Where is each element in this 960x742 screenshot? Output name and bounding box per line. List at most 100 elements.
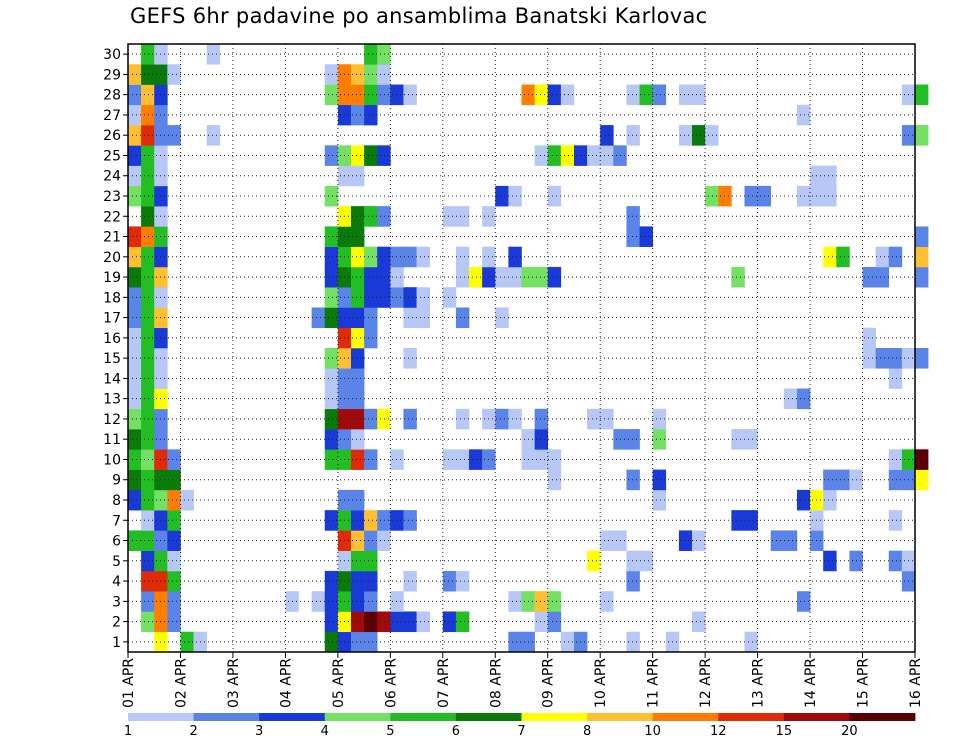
heatmap-cell: [678, 84, 693, 106]
heatmap-cell: [403, 570, 417, 592]
heatmap-cell: [350, 226, 365, 247]
heatmap-cell: [364, 307, 378, 329]
heatmap-cell: [364, 44, 378, 65]
heatmap-cell: [534, 84, 549, 106]
heatmap-cell: [364, 570, 378, 592]
heatmap-cell: [141, 611, 155, 633]
heatmap-cell: [128, 449, 142, 470]
heatmap-cell: [888, 469, 903, 491]
y-tick-label: 30: [103, 47, 121, 63]
heatmap-cell: [888, 449, 903, 470]
heatmap-cell: [547, 84, 562, 106]
heatmap-cell: [862, 327, 876, 349]
heatmap-cell: [534, 266, 549, 288]
heatmap-cell: [377, 510, 391, 531]
y-tick-label: 22: [103, 209, 121, 225]
heatmap-cell: [311, 591, 326, 612]
heatmap-cell: [141, 84, 155, 106]
heatmap-cell: [377, 287, 391, 308]
heatmap-cell: [377, 408, 391, 430]
heatmap-cell: [141, 44, 155, 65]
y-tick-label: 5: [112, 554, 121, 570]
heatmap-cell: [534, 408, 549, 430]
heatmap-cell: [311, 307, 326, 329]
heatmap-cell: [600, 591, 614, 612]
y-tick-label: 11: [103, 432, 121, 448]
heatmap-cell: [442, 611, 457, 633]
heatmap-cell: [141, 185, 155, 207]
heatmap-cell: [377, 611, 391, 633]
heatmap-cell: [180, 489, 194, 511]
heatmap-cell: [626, 469, 640, 491]
heatmap-cell: [350, 368, 365, 389]
colorbar: 1 2 3 4 5 6 7 8 10 12 15 20: [124, 713, 916, 739]
x-tick-label: 01 APR: [121, 658, 137, 708]
y-tick-label: 18: [103, 290, 121, 306]
heatmap-cell: [508, 631, 522, 653]
heatmap-cell: [350, 348, 365, 369]
heatmap-cell: [796, 388, 811, 410]
heatmap-cell: [141, 348, 155, 369]
heatmap-cell: [652, 84, 667, 106]
heatmap-cell: [128, 429, 142, 450]
x-tick-label: 04 APR: [278, 658, 294, 708]
heatmap-cell: [324, 570, 339, 592]
heatmap-cell: [534, 591, 549, 612]
heatmap-cell: [823, 165, 837, 187]
x-tick-label: 12 APR: [698, 658, 714, 708]
heatmap-cell: [324, 449, 339, 470]
heatmap-cell: [350, 591, 365, 612]
heatmap-cell: [350, 550, 365, 572]
heatmap-cell: [692, 530, 706, 551]
heatmap-cell: [364, 266, 378, 288]
heatmap-cell: [350, 510, 365, 531]
y-tick-label: 15: [103, 351, 121, 367]
x-tick-label: 05 APR: [331, 658, 347, 708]
heatmap-cell: [350, 145, 365, 166]
heatmap-cell: [364, 550, 378, 572]
colorbar-segment: [849, 713, 916, 721]
heatmap-cell: [560, 84, 575, 106]
heatmap-cell: [141, 510, 155, 531]
heatmap-cell: [350, 429, 365, 450]
x-tick-label: 13 APR: [751, 658, 767, 708]
heatmap-cell: [377, 530, 391, 551]
heatmap-cell: [350, 104, 365, 126]
y-tick-label: 1: [112, 635, 121, 651]
colorbar-segment: [652, 713, 719, 721]
heatmap-cell: [442, 206, 457, 227]
heatmap-cell: [915, 84, 929, 106]
heatmap-cell: [888, 246, 903, 268]
heatmap-cell: [128, 226, 142, 247]
heatmap-cell: [692, 84, 706, 106]
heatmap-cell: [915, 449, 929, 470]
colorbar-label: 8: [583, 724, 591, 739]
y-tick-label: 25: [103, 148, 121, 164]
heatmap-cell: [416, 287, 430, 308]
heatmap-cell: [508, 185, 522, 207]
heatmap-cell: [128, 489, 142, 511]
heatmap-cell: [455, 246, 470, 268]
heatmap-cell: [639, 226, 653, 247]
heatmap-cell: [350, 408, 365, 430]
x-tick-label: 11 APR: [646, 658, 662, 708]
colorbar-segment: [193, 713, 260, 721]
colorbar-label: 3: [255, 724, 263, 739]
heatmap-cell: [364, 591, 378, 612]
heatmap-cell: [508, 246, 522, 268]
heatmap-cell: [508, 591, 522, 612]
heatmap-cell: [350, 307, 365, 329]
heatmap-cell: [324, 631, 339, 653]
colorbar-segment: [128, 713, 194, 721]
heatmap-cell: [141, 550, 155, 572]
heatmap-cell: [141, 226, 155, 247]
heatmap-cell: [128, 287, 142, 308]
heatmap-cell: [403, 287, 417, 308]
heatmap-cell: [141, 408, 155, 430]
heatmap-cell: [888, 510, 903, 531]
heatmap-cell: [377, 246, 391, 268]
heatmap-cell: [141, 246, 155, 268]
heatmap-cell: [862, 266, 876, 288]
heatmap-cell: [141, 64, 155, 85]
